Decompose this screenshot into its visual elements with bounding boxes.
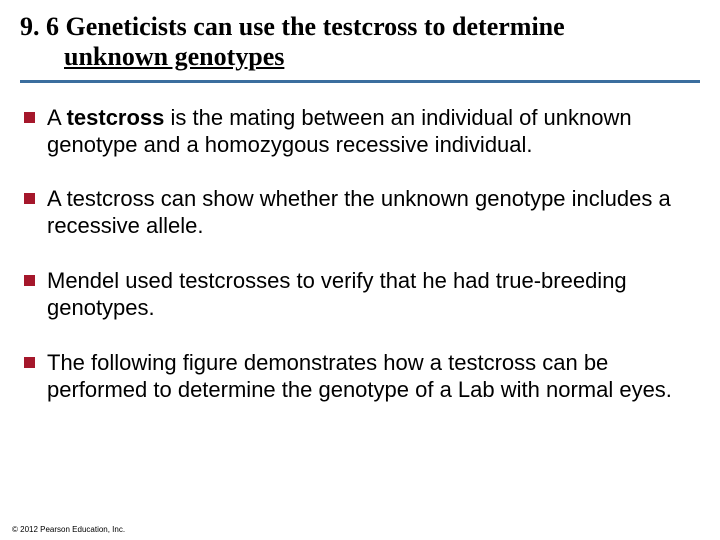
square-bullet-icon	[24, 275, 35, 286]
title-underline	[20, 80, 700, 83]
square-bullet-icon	[24, 112, 35, 123]
bullet-text: A testcross can show whether the unknown…	[47, 186, 700, 240]
slide-title: 9. 6 Geneticists can use the testcross t…	[20, 12, 700, 72]
bullet-item: Mendel used testcrosses to verify that h…	[24, 268, 700, 322]
bullet-rest: The following figure demonstrates how a …	[47, 350, 672, 402]
bullet-text: A testcross is the mating between an ind…	[47, 105, 700, 159]
bullet-prefix: A	[47, 105, 67, 130]
bullet-item: A testcross is the mating between an ind…	[24, 105, 700, 159]
bullet-text: The following figure demonstrates how a …	[47, 350, 700, 404]
bullet-bold: testcross	[67, 105, 165, 130]
square-bullet-icon	[24, 193, 35, 204]
bullet-list: A testcross is the mating between an ind…	[20, 105, 700, 404]
bullet-item: A testcross can show whether the unknown…	[24, 186, 700, 240]
bullet-item: The following figure demonstrates how a …	[24, 350, 700, 404]
bullet-text: Mendel used testcrosses to verify that h…	[47, 268, 700, 322]
title-line-1: 9. 6 Geneticists can use the testcross t…	[20, 12, 700, 42]
slide-container: 9. 6 Geneticists can use the testcross t…	[0, 0, 720, 540]
bullet-rest: Mendel used testcrosses to verify that h…	[47, 268, 627, 320]
square-bullet-icon	[24, 357, 35, 368]
copyright-text: © 2012 Pearson Education, Inc.	[12, 525, 125, 534]
title-line-2: unknown genotypes	[20, 42, 700, 72]
bullet-rest: A testcross can show whether the unknown…	[47, 186, 671, 238]
